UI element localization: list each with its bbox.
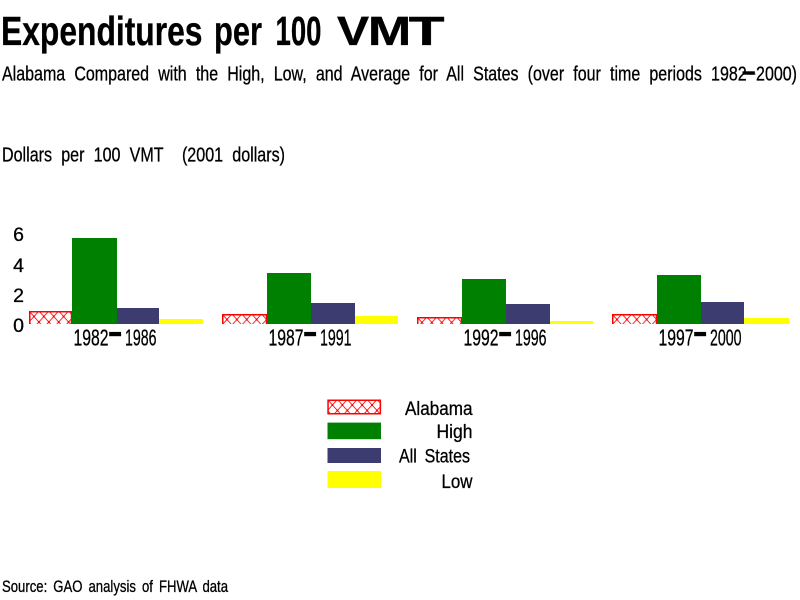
svg-text:Alabama Compared with the High: Alabama Compared with the High, Low, and…: [2, 63, 797, 86]
svg-text:2000: 2000: [710, 325, 742, 351]
svg-text:1996: 1996: [515, 325, 547, 351]
svg-text:1987: 1987: [269, 325, 304, 351]
svg-text:1997: 1997: [659, 325, 694, 351]
svg-text:1986: 1986: [125, 325, 157, 351]
svg-text:6: 6: [13, 224, 24, 246]
svg-text:1992: 1992: [464, 325, 499, 351]
svg-text:All States: All States: [399, 447, 470, 468]
svg-text:1991: 1991: [320, 325, 352, 351]
svg-text:Dollars per 100 VMT (2001 dol: Dollars per 100 VMT (2001 dollars): [2, 144, 285, 167]
svg-text:T: T: [409, 8, 445, 54]
svg-text:Low: Low: [442, 472, 473, 493]
svg-text:1982: 1982: [74, 325, 109, 351]
svg-text:Alabama: Alabama: [405, 399, 473, 420]
svg-text:M: M: [368, 8, 411, 53]
svg-text:0: 0: [13, 315, 24, 337]
svg-text:V: V: [337, 8, 369, 55]
svg-text:per: per: [214, 8, 262, 54]
svg-text:Source: GAO analysis of FHWA d: Source: GAO analysis of FHWA data: [2, 578, 229, 596]
svg-text:2: 2: [13, 285, 24, 307]
svg-text:Expenditures: Expenditures: [1, 8, 203, 54]
svg-text:High: High: [437, 422, 473, 443]
svg-text:4: 4: [13, 255, 24, 277]
svg-text:100: 100: [276, 8, 322, 54]
